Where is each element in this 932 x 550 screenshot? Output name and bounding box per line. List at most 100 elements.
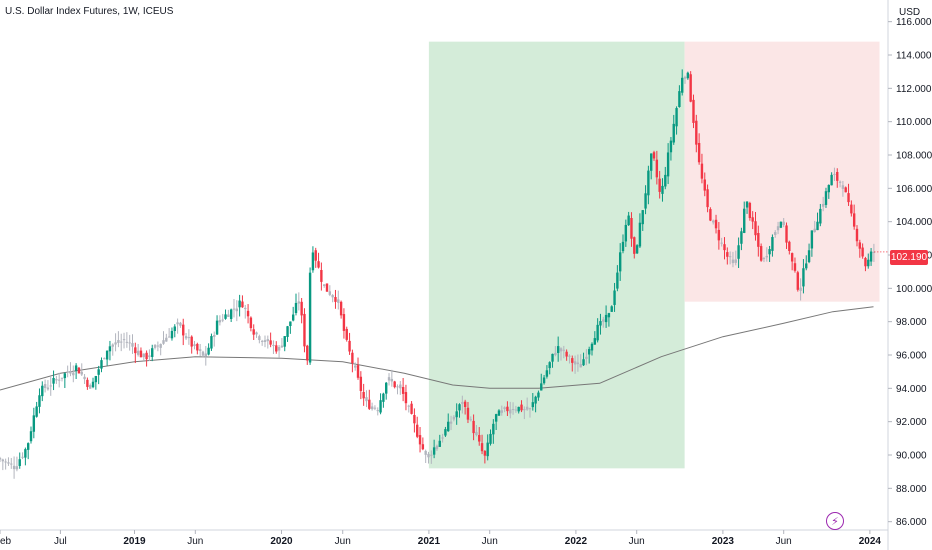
lightning-icon[interactable]: ⚡: [826, 512, 844, 530]
candle-body: [556, 346, 560, 353]
candle-body: [545, 370, 549, 377]
candle-body: [148, 355, 151, 358]
candle-body: [131, 343, 134, 347]
candle-body: [204, 353, 207, 357]
candle-body: [805, 263, 808, 269]
candle-body: [55, 379, 58, 381]
candle-body: [390, 378, 394, 382]
candle-body: [416, 424, 419, 437]
candle-body: [514, 409, 518, 411]
candle-body: [266, 339, 270, 342]
candle-body: [213, 335, 216, 337]
x-tick-label: Jun: [482, 536, 498, 547]
candle-body: [176, 322, 179, 325]
candle-body: [475, 431, 478, 436]
candle-body: [869, 251, 873, 262]
candle-body: [114, 342, 117, 345]
candle-body: [568, 355, 571, 357]
candle-body: [726, 252, 729, 257]
candle-body: [207, 347, 210, 355]
candle-body: [58, 379, 61, 381]
candle-body: [517, 406, 520, 412]
candle-body: [616, 272, 619, 289]
candle-body: [393, 381, 396, 388]
candle-body: [790, 253, 794, 262]
candle-body: [847, 193, 850, 203]
candle-body: [283, 336, 286, 347]
candle-body: [396, 386, 399, 388]
candle-body: [7, 462, 10, 464]
candle-body: [427, 453, 430, 458]
candle-body: [117, 340, 120, 343]
candle-body: [528, 408, 532, 410]
candle-body: [111, 344, 114, 347]
y-tick-label: 86.000: [896, 517, 927, 528]
candle-body: [537, 392, 540, 398]
candle-body: [300, 301, 303, 316]
candle-body: [362, 392, 365, 399]
candle-body: [796, 272, 799, 290]
candle-body: [497, 410, 501, 416]
candle-body: [210, 336, 213, 349]
candle-body: [303, 313, 306, 347]
candle-body: [844, 187, 847, 193]
candle-body: [317, 261, 320, 268]
x-tick-label: Jun: [187, 536, 203, 547]
candle-body: [599, 321, 602, 326]
candle-body: [486, 442, 489, 457]
candle-body: [354, 365, 357, 368]
candle-body: [128, 342, 131, 344]
candle-body: [159, 344, 162, 348]
candle-body: [430, 454, 433, 456]
candle-body: [0, 458, 2, 460]
candle-body: [782, 221, 785, 226]
candle-body: [122, 339, 126, 341]
candle-body: [100, 360, 103, 369]
candle-body: [77, 367, 81, 374]
candle-body: [184, 336, 188, 339]
candle-body: [652, 152, 656, 159]
candle-body: [348, 340, 351, 352]
candle-body: [816, 221, 819, 231]
candle-body: [328, 291, 332, 295]
candle-body: [162, 340, 165, 344]
candle-body: [585, 356, 588, 359]
candle-body: [503, 407, 506, 410]
candle-body: [26, 443, 30, 450]
x-tick-label: 2023: [712, 536, 735, 547]
candle-body: [221, 319, 224, 321]
candle-body: [802, 268, 805, 287]
candle-body: [759, 246, 763, 261]
candle-body: [751, 217, 754, 222]
candle-body: [179, 322, 182, 326]
candle-body: [542, 377, 546, 384]
candle-body: [232, 308, 236, 310]
candle-body: [196, 343, 199, 351]
x-tick-label: Jul: [54, 536, 67, 547]
y-tick-label: 90.000: [896, 451, 927, 462]
candle-body: [686, 72, 690, 79]
candle-body: [593, 338, 597, 345]
candle-body: [153, 344, 157, 348]
candle-body: [238, 300, 241, 308]
candle-body: [108, 346, 112, 352]
candle-body: [579, 364, 582, 368]
candle-body: [365, 397, 368, 402]
candle-body: [342, 314, 346, 331]
candle-body: [215, 320, 219, 335]
candle-body: [297, 301, 301, 304]
candle-body: [531, 402, 534, 408]
candle-body: [861, 247, 864, 257]
x-tick-label: Jun: [629, 536, 645, 547]
candle-body: [500, 410, 503, 413]
candle-body: [449, 421, 453, 424]
green-box: [428, 41, 685, 469]
candle-body: [134, 347, 137, 354]
candle-body: [582, 359, 585, 366]
candle-body: [424, 450, 427, 455]
candle-body: [748, 202, 752, 219]
candle-body: [576, 362, 580, 365]
y-tick-label: 112.000: [896, 84, 932, 95]
candle-body: [38, 395, 41, 407]
